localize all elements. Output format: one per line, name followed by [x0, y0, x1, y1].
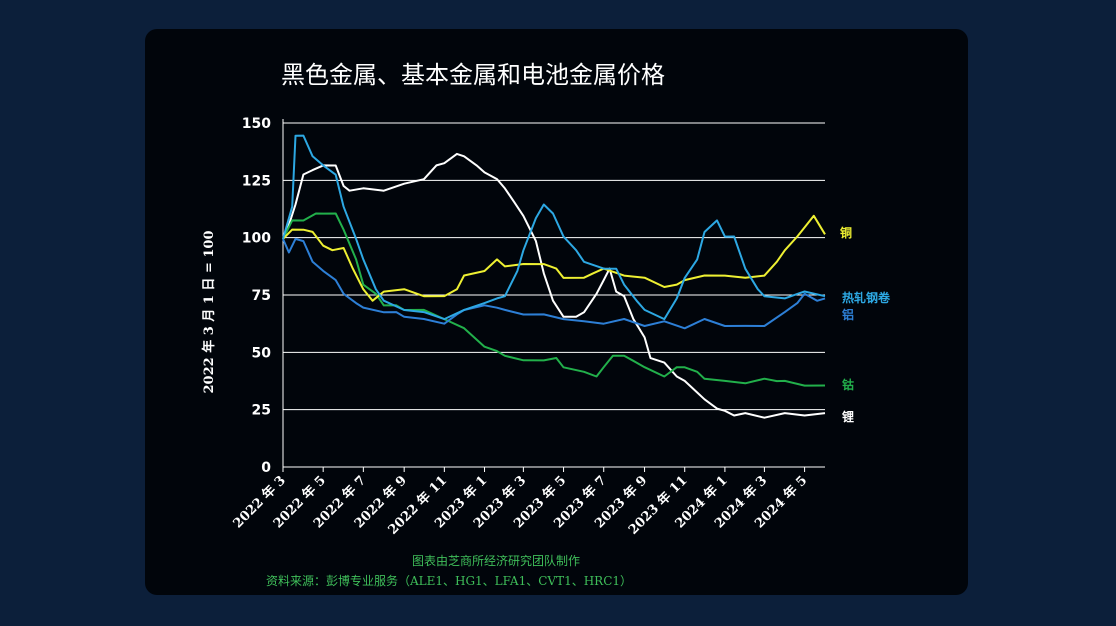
y-tick-label: 150: [242, 116, 271, 132]
y-tick-label: 25: [252, 403, 271, 419]
y-tick-label: 0: [261, 460, 271, 476]
series-label: 钴: [842, 377, 854, 392]
series-label: 锂: [842, 409, 854, 424]
grid: [282, 119, 825, 468]
series-line-1: [282, 212, 826, 387]
y-axis-label: 2022 年 3 月 1 日 = 100: [201, 231, 217, 394]
y-tick-label: 50: [252, 345, 272, 361]
series-line-3: [282, 237, 826, 330]
chart-panel: 黑色金属、基本金属和电池金属价格 0 25 50 75 100 125 150 2022 年…: [145, 29, 968, 595]
series-line-4: [282, 134, 826, 321]
y-tick-label: 75: [252, 288, 271, 304]
y-tick-label: 125: [242, 173, 271, 189]
y-ticks: 0 25 50 75 100 125 150: [242, 116, 271, 476]
footer-source: 资料来源：彭博专业服务（ALE1、HG1、LFA1、CVT1、HRC1）: [266, 573, 632, 588]
y-tick-label: 100: [242, 231, 271, 247]
chart-title: 黑色金属、基本金属和电池金属价格: [281, 61, 665, 89]
series-label: 铜: [840, 225, 852, 240]
series-label: 铝: [842, 307, 854, 322]
chart-svg: 黑色金属、基本金属和电池金属价格 0 25 50 75 100 125 150 2022 年…: [201, 61, 891, 588]
series-label: 热轧钢卷: [842, 290, 891, 305]
series-line-0: [282, 152, 826, 419]
series-line-2: [282, 214, 826, 302]
footer-credit: 图表由芝商所经济研究团队制作: [412, 553, 580, 568]
series-lines: [282, 134, 826, 419]
